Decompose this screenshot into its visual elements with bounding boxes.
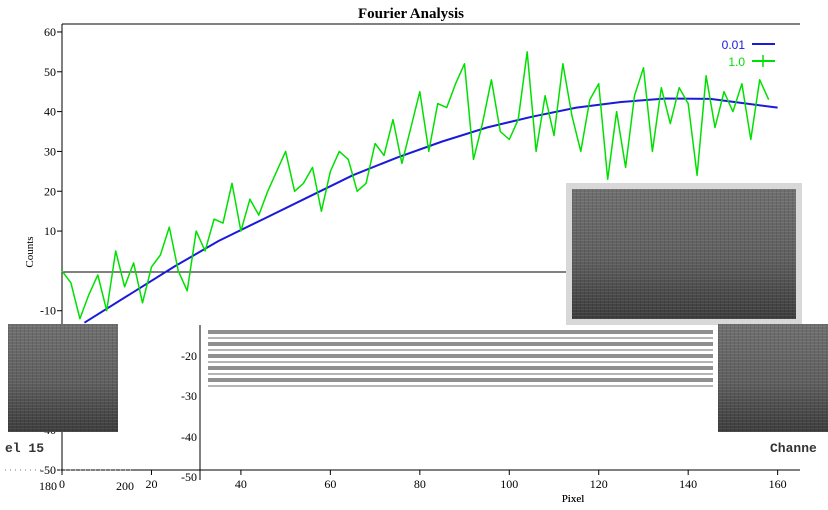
y-tick-label: 30	[44, 144, 56, 158]
lower-x-label: Pixel	[562, 493, 585, 505]
x-tick-label: 40	[235, 477, 247, 491]
lower-y-tick-2: -40	[181, 430, 197, 444]
glitch-block-upper-right	[566, 183, 802, 325]
lower-y-tick-3: -50	[181, 470, 197, 484]
left-tick-180: 180	[39, 479, 57, 493]
left-tick-200: 200	[116, 479, 134, 493]
glitch-block-right	[718, 324, 828, 432]
x-tick-label: 0	[59, 477, 65, 491]
legend-label-0: 0.01	[722, 38, 746, 52]
right-channel-label: Channe	[770, 441, 817, 456]
y-tick-label: 10	[44, 224, 56, 238]
glitch-block-left	[8, 324, 118, 432]
x-tick-label: 140	[679, 477, 697, 491]
y-tick-label: 20	[44, 184, 56, 198]
x-axis-label: Pixel	[562, 493, 585, 505]
y-tick-label: -50	[40, 463, 56, 477]
chart-title: Fourier Analysis	[358, 6, 464, 22]
x-tick-label: 20	[145, 477, 157, 491]
y-tick-label: 60	[44, 25, 56, 39]
legend: 0.01 1.0	[722, 38, 775, 69]
y-tick-label: 50	[44, 65, 56, 79]
y-tick-label: -10	[40, 304, 56, 318]
legend-label-1: 1.0	[728, 55, 745, 69]
series-line-0	[83, 97, 778, 324]
glitch-stripes	[208, 330, 713, 388]
x-tick-label: 120	[590, 477, 608, 491]
x-tick-label: 80	[414, 477, 426, 491]
x-ticks: 0 20 40 60 80 100 120 140 160	[59, 470, 787, 491]
left-channel-label: el 15	[5, 441, 44, 456]
left-tick-row: 180 200	[5, 469, 135, 493]
x-tick-label: 60	[324, 477, 336, 491]
lower-y-tick-1: -30	[181, 389, 197, 403]
x-tick-label: 160	[769, 477, 787, 491]
series-line-1	[61, 51, 770, 320]
series-group	[61, 51, 778, 324]
lower-y-tick-0: -20	[181, 349, 197, 363]
y-tick-label: 40	[44, 105, 56, 119]
x-tick-label: 100	[500, 477, 518, 491]
y-axis-label: Counts	[24, 236, 36, 267]
